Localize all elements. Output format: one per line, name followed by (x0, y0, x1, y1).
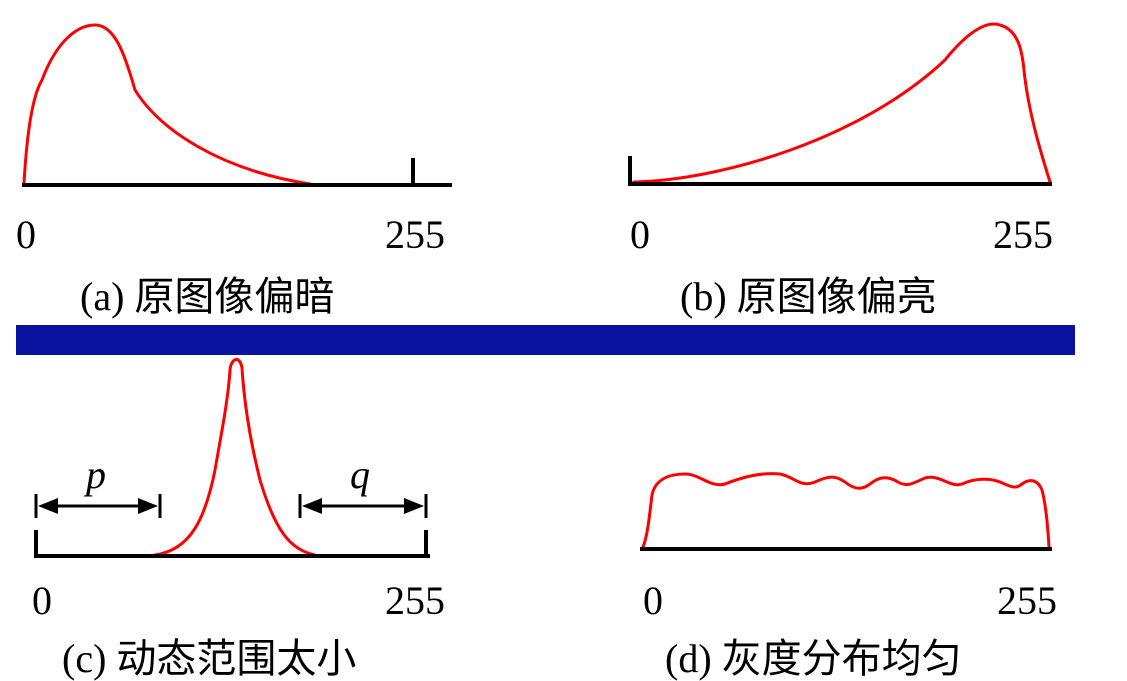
panel-a-caption: (a) 原图像偏暗 (80, 274, 334, 319)
panel-c-histogram-curve (153, 358, 317, 557)
q-gap-arrow (298, 494, 428, 518)
panel-a: 0 255 (a) 原图像偏暗 (16, 23, 452, 319)
panel-b-histogram-curve (632, 22, 1052, 184)
panel-b-axis-start-label: 0 (630, 212, 650, 257)
panel-c-axis-end-label: 255 (385, 578, 445, 623)
panel-a-axis-end-label: 255 (385, 212, 445, 257)
panel-d-histogram-curve (641, 472, 1051, 549)
panel-d: 0 255 (d) 灰度分布均匀 (640, 472, 1057, 681)
panel-d-caption: (d) 灰度分布均匀 (665, 636, 962, 681)
panel-c-axis-start-label: 0 (32, 578, 52, 623)
panel-b: 0 255 (b) 原图像偏亮 (628, 22, 1053, 319)
panel-c: p q 0 255 (c) 动态范围太小 (32, 358, 445, 681)
p-gap-arrow (34, 494, 162, 518)
panel-b-axis-end-label: 255 (993, 212, 1053, 257)
panel-d-axis-end-label: 255 (997, 578, 1057, 623)
panel-b-caption: (b) 原图像偏亮 (680, 274, 937, 319)
panel-d-axis-start-label: 0 (643, 578, 663, 623)
q-gap-label: q (350, 452, 370, 497)
panel-c-caption: (c) 动态范围太小 (62, 636, 356, 681)
divider-bar (16, 325, 1075, 355)
panel-a-histogram-curve (22, 23, 312, 186)
panel-a-axis-start-label: 0 (16, 212, 36, 257)
p-gap-label: p (83, 452, 106, 497)
